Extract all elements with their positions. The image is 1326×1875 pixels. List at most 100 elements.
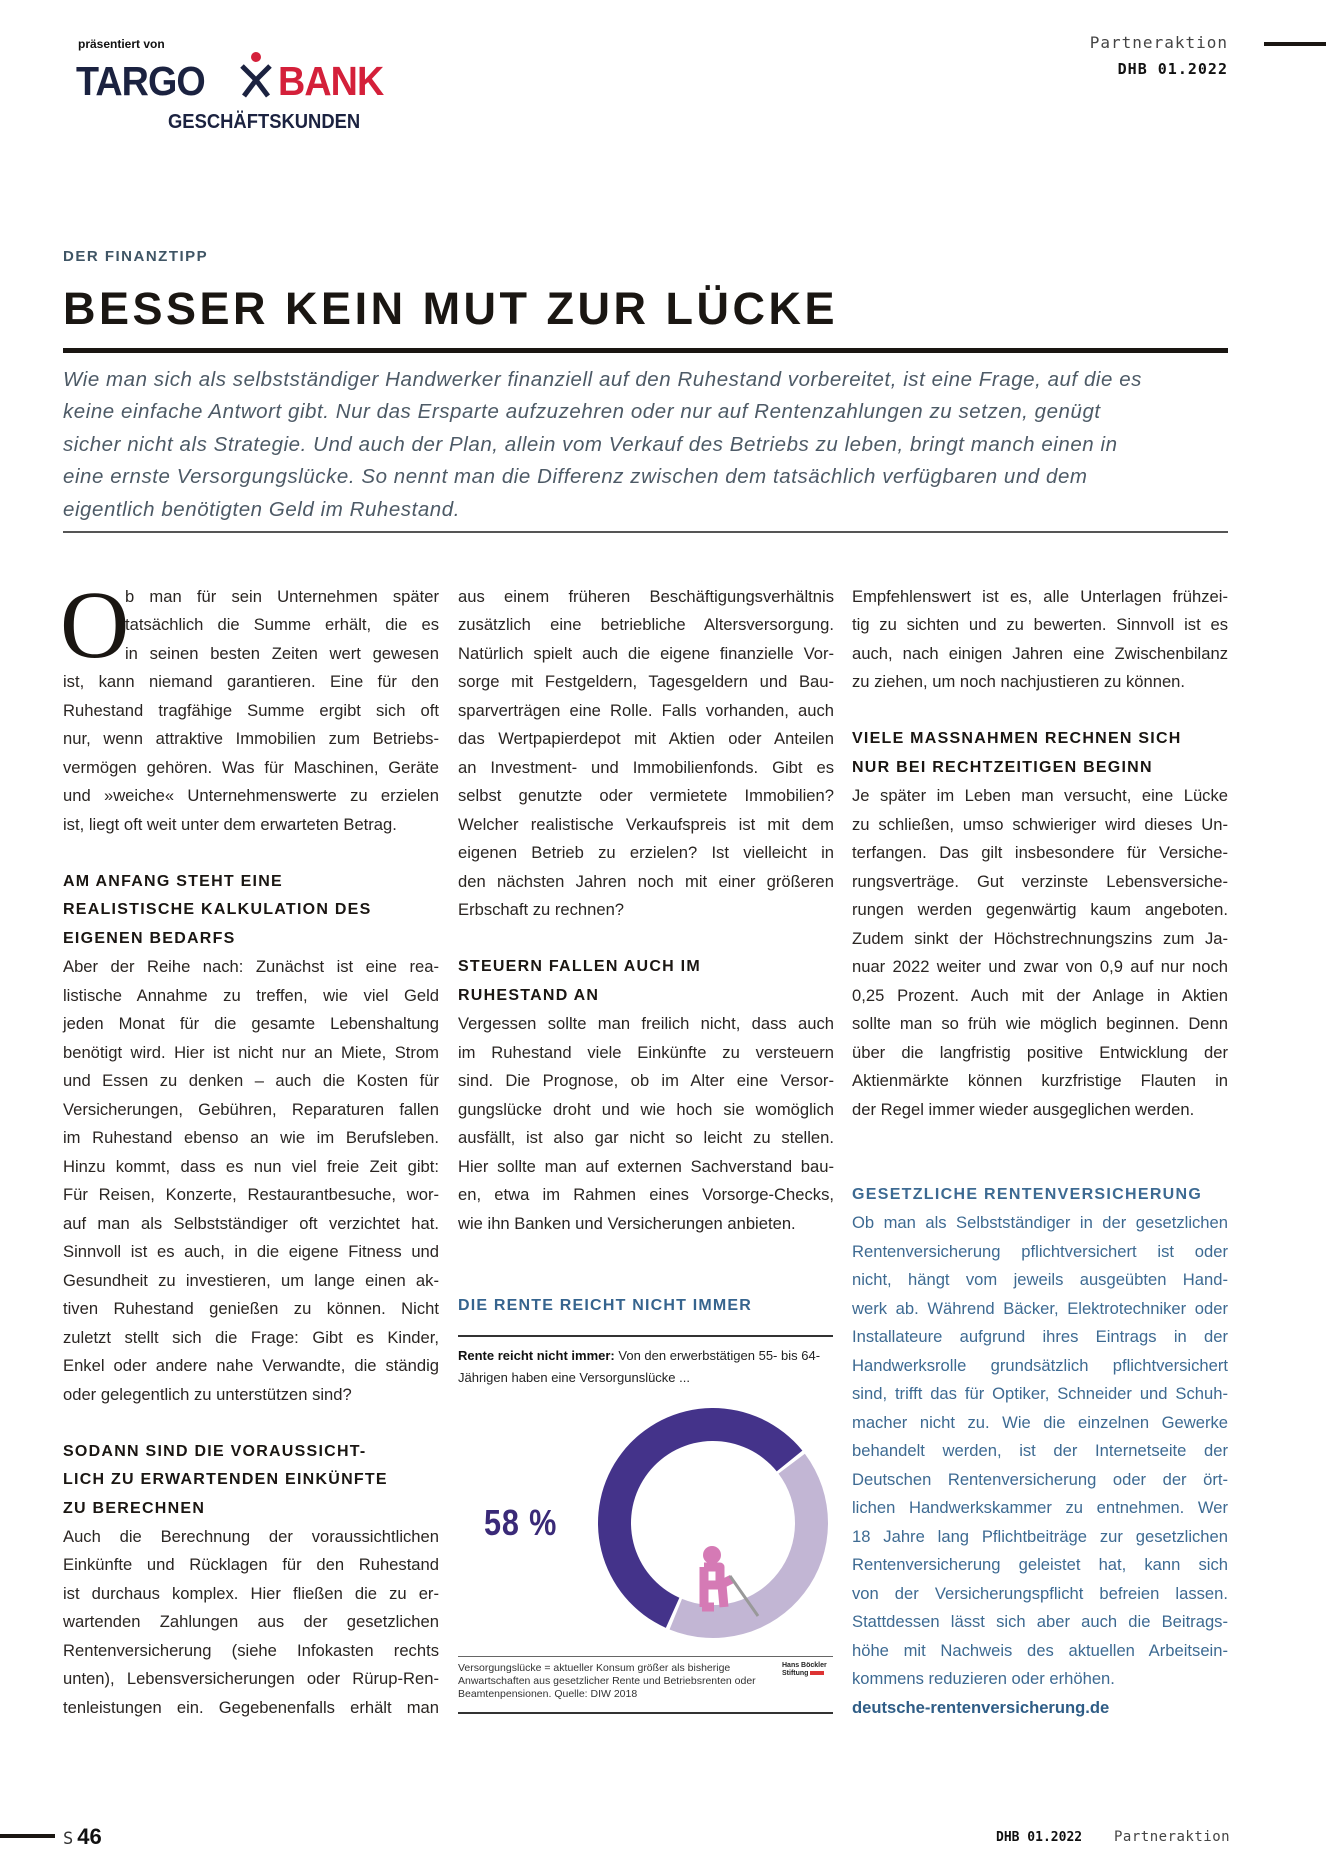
targobank-logo: TARGO BANK GESCHÄFTSKUNDEN xyxy=(76,52,406,138)
body-text-line: Welcher realistische Verkaufspreis ist m… xyxy=(458,814,834,834)
section-heading-line: RUHESTAND AN xyxy=(458,986,600,1004)
body-text-line: Gesundheit zu investieren, um lange eine… xyxy=(63,1270,439,1290)
body-text-line: gungslücke droht und wie hoch sie womögl… xyxy=(458,1099,834,1119)
body-text-line: wie ihn Banken und Versicherungen anbiet… xyxy=(458,1213,796,1233)
infobox-text-line: Rentenversicherung pflichtversichert ist… xyxy=(852,1241,1228,1261)
body-text-line: Ruhestand tragfähige Summe ergibt sich o… xyxy=(63,700,439,720)
body-text-line: 0,25 Prozent. Auch mit der Anlage in Akt… xyxy=(852,985,1228,1005)
title-rule xyxy=(63,348,1228,353)
body-text-line: nur, wenn attraktive Immobilien zum Betr… xyxy=(63,729,439,749)
drop-cap: O xyxy=(60,571,130,678)
section-heading-line: ZU BERECHNEN xyxy=(63,1499,206,1517)
body-text-line: sind. Die Prognose, ob im Alter eine Ver… xyxy=(458,1071,834,1091)
body-text-line: der Regel immer wieder ausgeglichen werd… xyxy=(852,1099,1195,1119)
body-text-line: Vergessen sollte man freilich nicht, das… xyxy=(458,1014,834,1034)
body-text-line: und Essen zu denken – auch die Kosten fü… xyxy=(63,1071,439,1091)
infobox: GESETZLICHE RENTENVERSICHERUNG Ob man als… xyxy=(852,1181,1228,1722)
body-text-line: Rentenversicherung (siehe Infokasten rec… xyxy=(63,1640,439,1660)
section-heading-line: REALISTISCHE KALKULATION DES xyxy=(63,901,372,919)
donut-slice-2 xyxy=(669,1453,828,1638)
body-text-line: Hinzu kommt, dass es nun viel freie Zeit… xyxy=(63,1156,439,1176)
body-text-line: rungen werden gegenwärtig kaum angeboten… xyxy=(852,900,1228,920)
intro-line: keine einfache Antwort gibt. Nur das Ers… xyxy=(63,400,1101,424)
infobox-text-line: Stattdessen lässt sich aber auch die Bei… xyxy=(852,1612,1228,1632)
section-heading-line: AM ANFANG STEHT EINE xyxy=(63,872,283,890)
body-text-line: in seinen besten Zeiten wert gewesen xyxy=(125,643,439,663)
footer-rule xyxy=(0,1834,55,1838)
infobox-text-line: macher nicht zu. Wie die einzelnen Gewer… xyxy=(852,1412,1228,1432)
body-text-line: zuletzt stellt sich die Frage: Gibt es K… xyxy=(63,1327,439,1347)
logo-bank: BANK xyxy=(278,58,384,104)
section-heading-line: NUR BEI RECHTZEITIGEN BEGINN xyxy=(852,758,1153,776)
chart-rule-bottom xyxy=(458,1712,833,1714)
body-text-line: tenleistungen ein. Gegebenenfalls erhält… xyxy=(63,1697,439,1717)
logo-targo: TARGO xyxy=(76,58,206,104)
body-text-line: Auch die Berechnung der voraussichtliche… xyxy=(63,1526,439,1546)
section-label: Partneraktion xyxy=(1089,33,1228,52)
infobox-text-line: behandelt werden, ist der Internetseite … xyxy=(852,1441,1228,1461)
body-text-line: unten), Lebensversicherungen oder Rürup-… xyxy=(63,1669,439,1689)
infobox-text-line: von der Versicherungspflicht befreien la… xyxy=(852,1583,1228,1603)
body-text-line: auf man als Selbstständiger oft verzicht… xyxy=(63,1213,439,1233)
body-text-line: Erbschaft zu rechnen? xyxy=(458,900,625,920)
body-text-line: sorge mit Festgeldern, Tagesgeldern und … xyxy=(458,672,834,692)
elderly-person-with-cane-icon xyxy=(699,1546,760,1617)
body-text-line: Hier sollte man auf externen Sachverstan… xyxy=(458,1156,834,1176)
chart-subtitle: Rente reicht nicht immer: Von den erwerb… xyxy=(458,1345,838,1389)
donut-chart xyxy=(598,1408,828,1638)
body-text-line: rungsverträge. Gut verzinste Lebensversi… xyxy=(852,871,1228,891)
infobox-text-line: kommens reduzieren oder erhöhen. xyxy=(852,1669,1115,1689)
body-text-line: jeden Monat für die gesamte Lebenshaltun… xyxy=(63,1014,439,1034)
body-text-line: selbst genutzte oder vermietete Immobili… xyxy=(458,786,834,806)
body-text-line: aus einem früheren Beschäftigungsverhält… xyxy=(458,587,834,606)
body-text-line: Natürlich spielt auch die eigene finanzi… xyxy=(458,643,834,663)
body-text-line: Aber der Reihe nach: Zunächst ist eine r… xyxy=(63,957,439,977)
intro: Wie man sich als selbstständiger Handwer… xyxy=(63,364,1233,526)
page-title: BESSER KEIN MUT ZUR LÜCKE xyxy=(63,283,839,334)
body-text-line: Versicherungen, Gebühren, Reparaturen fa… xyxy=(63,1099,439,1119)
infobox-text-line: werk ab. Während Bäcker, Elektrotechnike… xyxy=(852,1298,1228,1318)
body-text-line: Für Reisen, Konzerte, Restaurantbesuche,… xyxy=(63,1185,439,1205)
intro-line: Wie man sich als selbstständiger Handwer… xyxy=(63,368,1142,391)
body-text-line: zu schließen, umso schwieriger wird dies… xyxy=(852,814,1228,834)
body-text-line: benötigt wird. Hier ist nicht nur an Mie… xyxy=(63,1042,439,1062)
body-text-line: und »weiche« Unternehmenswerte zu erziel… xyxy=(63,786,439,806)
body-text-line: terfangen. Das gilt insbesondere für Ver… xyxy=(852,843,1228,863)
body-text-line: en, etwa im Rahmen eines Vorsorge-Checks… xyxy=(458,1185,834,1205)
kicker: DER FINANZTIPP xyxy=(63,248,209,265)
body-text-line: im Ruhestand ebenso an wie im Berufslebe… xyxy=(63,1128,439,1148)
body-text-line: listische Annahme zu treffen, wie viel G… xyxy=(63,985,439,1005)
infobox-text-line: Handwerksrolle grundsätzlich pflichtvers… xyxy=(852,1355,1228,1375)
body-text-line: sollte man so früh wie möglich beginnen.… xyxy=(852,1014,1228,1034)
page-prefix: S xyxy=(63,1829,74,1849)
section-heading-line: VIELE MASSNAHMEN RECHNEN SICH xyxy=(852,730,1182,748)
body-text-line: auch, nach einigen Jahren eine Zwischenb… xyxy=(852,643,1228,663)
body-text-line: eigenen Betrieb zu erzielen? Ist viellei… xyxy=(458,843,834,863)
body-text-line: Empfehlenswert ist es, alle Unterlagen f… xyxy=(852,587,1228,606)
column-2: aus einem früheren Beschäftigungsverhält… xyxy=(458,583,834,1238)
body-text-line: an Investment- und Immobilienfonds. Gibt… xyxy=(458,757,834,777)
body-text-line: nuar 2022 weiter und zwar von 0,9 auf nu… xyxy=(852,957,1228,977)
body-text-line: oder gelegentlich zu unterstützen sind? xyxy=(63,1384,352,1404)
infobox-title: GESETZLICHE RENTENVERSICHERUNG xyxy=(852,1186,1203,1203)
intro-line: eine ernste Versorgungslücke. So nennt m… xyxy=(63,465,1088,489)
body-text-line: den nächsten Jahren noch mit einer größe… xyxy=(458,871,834,891)
body-text-line: ausfällt, ist also gar nicht so leicht z… xyxy=(458,1128,834,1148)
body-text-line: tig zu sichten und zu bewerten. Sinnvoll… xyxy=(852,615,1228,635)
donut-slice-1 xyxy=(598,1408,803,1628)
body-text-line: tatsächlich die Summe erhält, die es xyxy=(125,615,439,635)
column-3: Empfehlenswert ist es, alle Unterlagen f… xyxy=(852,583,1228,1124)
chart-subtitle-text: Von den erwerbstätigen 55- bis 64-Jährig… xyxy=(458,1348,821,1385)
infobox-link[interactable]: deutsche-rentenversicherung.de xyxy=(852,1697,1110,1717)
top-rule xyxy=(1264,42,1326,46)
section-heading-line: SODANN SIND DIE VORAUSSICHT- xyxy=(63,1442,367,1460)
body-text-line: b man für sein Unternehmen später xyxy=(125,587,439,606)
intro-line: sicher nicht als Strategie. Und auch der… xyxy=(63,432,1118,456)
body-text-line: Je später im Leben man versucht, eine Lü… xyxy=(852,786,1228,806)
infobox-text-line: sind, trifft das für Optiker, Schneider … xyxy=(852,1384,1228,1404)
body-text-line: tiven Ruhestand genießen zu können. Nich… xyxy=(63,1299,439,1319)
section-heading-line: STEUERN FALLEN AUCH IM xyxy=(458,958,701,976)
chart-title: DIE RENTE REICHT NICHT IMMER xyxy=(458,1297,753,1314)
page-value: 46 xyxy=(77,1824,102,1849)
chart-subtitle-bold: Rente reicht nicht immer: xyxy=(458,1348,615,1363)
